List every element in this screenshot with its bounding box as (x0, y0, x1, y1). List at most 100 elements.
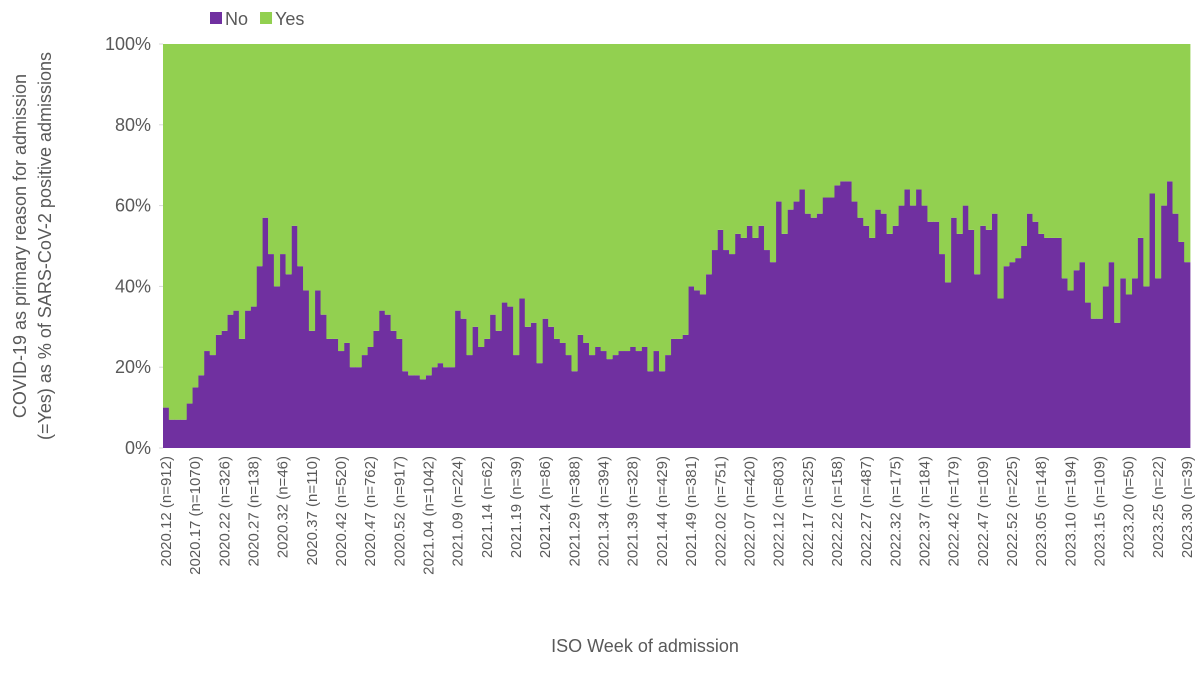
x-tick-label: 2022.42 (n=179) (946, 456, 963, 567)
bar-segment (653, 351, 660, 448)
bar-segment (1096, 318, 1103, 448)
x-tick-label: 2020.27 (n=138) (245, 456, 262, 567)
bar-segment (676, 44, 683, 339)
bar-segment (927, 44, 934, 222)
bar-segment (425, 375, 432, 448)
bar-segment (332, 338, 339, 448)
bar-segment (1073, 44, 1080, 271)
bar-segment (991, 44, 998, 214)
bar-segment (892, 44, 899, 226)
bar-segment (623, 351, 631, 448)
x-tick-label: 2021.14 (n=62) (479, 456, 496, 558)
bar-segment (1160, 205, 1168, 448)
bar-segment (839, 44, 847, 182)
bar-segment (915, 44, 922, 190)
bar-segment (343, 342, 351, 448)
bar-segment (979, 225, 987, 448)
bar-segment (180, 44, 187, 420)
bar-segment (390, 44, 397, 331)
bar-segment (390, 330, 397, 448)
bar-segment (408, 44, 415, 376)
bar-segment (834, 44, 841, 186)
x-tick-label: 2020.37 (n=110) (304, 456, 321, 565)
bar-segment (1090, 318, 1098, 448)
bar-segment (874, 44, 882, 210)
bar-segment (408, 375, 415, 448)
bar-segment (536, 44, 543, 364)
bar-segment (723, 250, 730, 448)
bar-segment (717, 229, 724, 448)
bar-segment (635, 351, 642, 448)
x-axis-title: ISO Week of admission (551, 636, 739, 656)
bar-segment (419, 379, 426, 448)
bar-segment (874, 209, 882, 448)
bar-segment (1096, 44, 1103, 319)
bar-segment (641, 347, 648, 448)
bar-segment (425, 44, 432, 376)
bar-segment (845, 44, 852, 182)
bar-segment (373, 44, 380, 331)
bar-segment (863, 225, 870, 448)
bar-segment (553, 338, 561, 448)
bar-segment (658, 44, 666, 372)
x-tick-label: 2023.15 (n=109) (1092, 456, 1109, 567)
bar-segment (997, 44, 1004, 299)
bar-segment (1160, 44, 1168, 206)
x-tick-label: 2023.20 (n=50) (1121, 456, 1138, 558)
bar-segment (174, 419, 181, 448)
bar-segment (594, 347, 602, 448)
bar-segment (962, 205, 969, 448)
bar-segment (1067, 44, 1074, 291)
bar-segment (559, 44, 567, 343)
bar-segment (233, 44, 240, 311)
bar-segment (775, 44, 782, 202)
bar-segment (787, 44, 794, 210)
bar-segment (909, 205, 917, 448)
bar-segment (478, 44, 485, 347)
bar-segment (402, 44, 409, 372)
bar-segment (256, 266, 263, 448)
bar-segment (1143, 286, 1150, 448)
bar-segment (758, 44, 765, 226)
bar-segment (238, 44, 246, 339)
bar-segment (367, 347, 374, 448)
bar-segment (839, 181, 847, 449)
bar-segment (501, 302, 508, 448)
bar-segment (729, 254, 736, 448)
bar-segment (939, 44, 946, 255)
bar-segment (402, 371, 409, 448)
y-axis-title: COVID-19 as primary reason for admission… (10, 52, 55, 440)
bar-segment (816, 44, 823, 214)
bar-segment (933, 44, 940, 222)
bar-segment (688, 44, 695, 287)
x-tick-label: 2021.39 (n=328) (625, 456, 642, 567)
bar-segment (1049, 44, 1057, 238)
bar-segment (273, 44, 281, 287)
bar-segment (209, 44, 216, 356)
bar-segment (454, 310, 461, 448)
bar-segment (892, 225, 899, 448)
bar-segment (1073, 270, 1080, 448)
x-tick-label: 2022.47 (n=109) (975, 456, 992, 567)
bar-segment (694, 290, 701, 448)
bar-segment (618, 351, 625, 448)
bar-segment (349, 44, 356, 368)
bar-segment (985, 229, 993, 448)
y-axis-title-line: (=Yes) as % of SARS-CoV-2 positive admis… (35, 52, 55, 440)
bar-segment (501, 44, 508, 303)
bar-segment (1166, 181, 1173, 449)
bar-segment (227, 314, 234, 448)
bar-segment (1125, 44, 1133, 295)
bar-segment (192, 44, 199, 388)
bar-segment (250, 44, 257, 307)
x-tick-label: 2022.27 (n=487) (858, 456, 875, 567)
bar-segment (904, 44, 911, 190)
bar-segment (454, 44, 461, 311)
bar-segment (186, 403, 193, 448)
bar-segment (974, 44, 981, 275)
bar-segment (355, 44, 362, 368)
bar-segment (198, 44, 205, 376)
bar-segment (1079, 262, 1086, 448)
x-tick-label: 2022.02 (n=751) (712, 456, 729, 567)
